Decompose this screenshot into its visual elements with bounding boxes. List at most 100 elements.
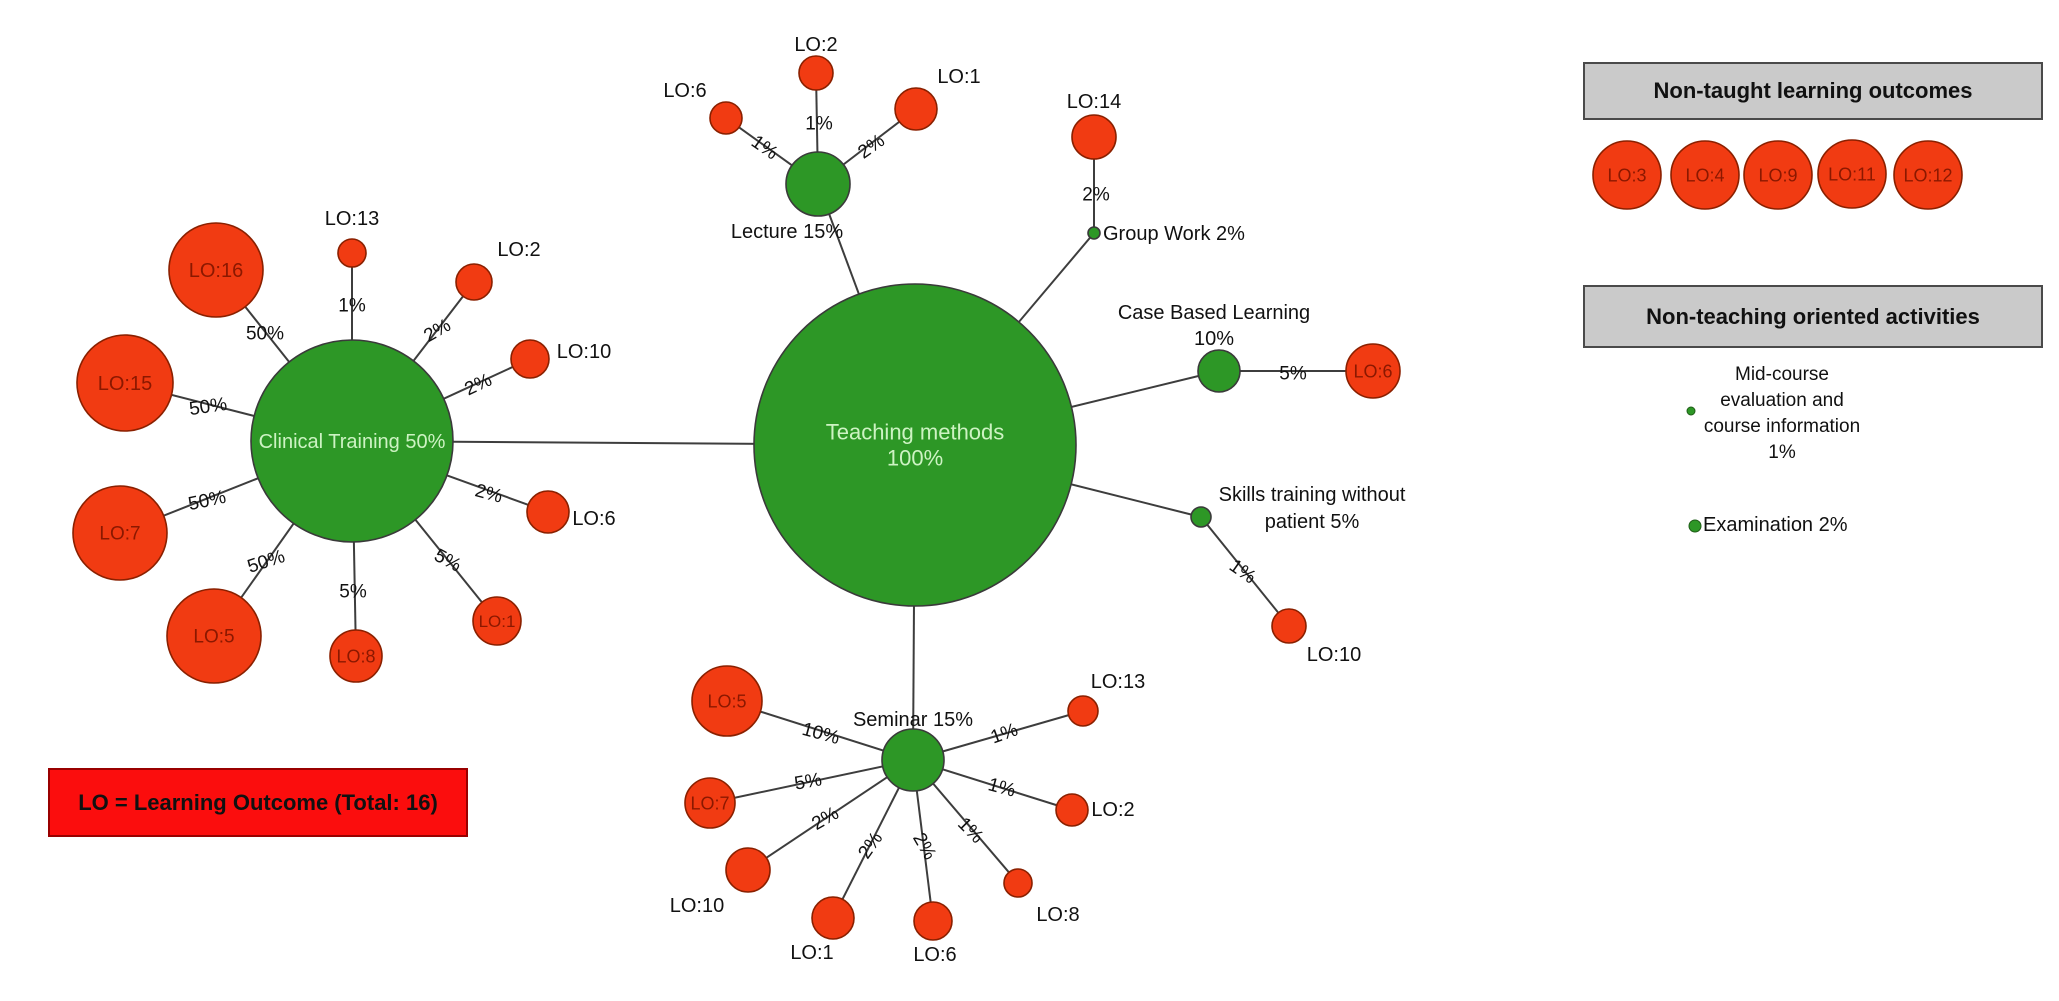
node-case [1197,349,1241,393]
node-g-lo14 [1071,114,1117,160]
node-label-se-lo2: LO:2 [1091,799,1134,821]
node-label-g-lo14: LO:14 [1067,91,1121,113]
node-label-l-lo6: LO:6 [663,80,706,102]
node-label-se-lo8: LO:8 [1036,904,1079,926]
node-label-lecture: Lecture 15% [731,221,844,243]
node-c-lo10 [510,339,550,379]
node-label-c-lo2: LO:2 [497,239,540,261]
lo-legend-box: LO = Learning Outcome (Total: 16) [48,768,468,837]
node-c-lo13 [337,238,367,268]
node-nt-lo12 [1893,140,1963,210]
node-label-c-lo5: LO:5 [193,627,234,648]
node-teaching [753,283,1077,607]
non-teaching-activities-header: Non-teaching oriented activities [1583,285,2043,348]
non-taught-outcomes-header: Non-taught learning outcomes [1583,62,2043,120]
edge-label-clinical-c-lo7: 50% [186,487,228,515]
node-c-lo7 [72,485,168,581]
edge-label-clinical-c-lo5: 50% [245,546,288,578]
node-midcourse-dot [1686,406,1696,416]
node-l-lo2 [798,55,834,91]
node-lecture [785,151,851,217]
node-nt-lo4 [1670,140,1740,210]
node-label-se-lo10: LO:10 [670,895,724,917]
edge-label-seminar-se-lo10: 2% [808,803,842,835]
node-label-s-lo10: LO:10 [1307,644,1361,666]
node-label-nt-lo4: LO:4 [1685,165,1724,185]
node-label-se-lo1: LO:1 [790,942,833,964]
node-label-clinical: Clinical Training 50% [259,431,446,453]
node-label-case-line1: Case Based Learning [1118,302,1310,324]
edge-seminar-se-lo10 [747,759,914,871]
edge-label-clinical-c-lo10: 2% [462,370,496,401]
edge-label-seminar-se-lo13: 1% [988,719,1021,748]
edge-skills-s-lo10 [1200,516,1290,627]
node-c-lo16 [168,222,264,318]
node-c-lo5 [166,588,262,684]
node-label-c-lo16: LO:16 [189,260,243,282]
node-cb-lo6 [1345,343,1401,399]
edge-label-clinical-c-lo13: 1% [338,296,366,317]
node-groupwork [1087,226,1101,240]
node-l-lo6 [709,101,743,135]
edge-label-seminar-se-lo1: 2% [854,828,887,863]
node-label-teaching-line2: 100% [887,446,943,471]
node-label-cb-lo6: LO:6 [1353,361,1392,381]
node-label-case-line2: 10% [1194,328,1234,350]
node-clinical [250,339,454,543]
node-s-lo10 [1271,608,1307,644]
edge-label-seminar-se-lo6: 2% [908,829,940,863]
node-se-lo13 [1067,695,1099,727]
node-nt-lo3 [1592,140,1662,210]
node-label-nt-lo11: LO:11 [1828,164,1876,184]
node-label-skills-line2: patient 5% [1265,511,1360,533]
node-se-lo1 [811,896,855,940]
edge-label-lecture-l-lo1: 2% [854,130,889,163]
node-c-lo8 [329,629,383,683]
node-label-c-lo10: LO:10 [557,341,611,363]
node-exam-dot [1688,519,1702,533]
node-label-seminar: Seminar 15% [853,709,973,731]
node-label-se-lo6: LO:6 [913,944,956,966]
node-label-se-lo7: LO:7 [690,793,729,813]
node-label-l-lo2: LO:2 [794,34,837,56]
edge-label-case-cb-lo6: 5% [1279,364,1307,385]
edge-label-clinical-c-lo1: 5% [430,545,464,576]
node-se-lo8 [1003,868,1033,898]
edge-label-clinical-c-lo8: 5% [339,582,367,603]
node-se-lo2 [1055,793,1089,827]
node-label-se-lo13: LO:13 [1091,671,1145,693]
edge-label-lecture-l-lo2: 1% [805,114,833,135]
node-nt-lo9 [1743,140,1813,210]
node-label-c-lo6: LO:6 [572,508,615,530]
edge-label-clinical-c-lo15: 50% [188,394,229,420]
node-c-lo6 [526,490,570,534]
mid-course-evaluation-label: Mid-course evaluation and course informa… [1703,364,1861,463]
edge-label-seminar-se-lo7: 5% [793,769,824,794]
edge-label-clinical-c-lo6: 2% [473,480,505,507]
node-label-l-lo1: LO:1 [937,66,980,88]
node-label-c-lo1: LO:1 [479,612,516,631]
examination-label: Examination 2% [1703,514,1848,536]
edge-label-seminar-se-lo2: 1% [986,774,1018,801]
edge-label-seminar-se-lo5: 10% [800,719,842,749]
node-label-c-lo15: LO:15 [98,373,152,395]
node-label-groupwork: Group Work 2% [1103,223,1245,245]
node-skills [1190,506,1212,528]
node-se-lo6 [913,901,953,941]
node-se-lo7 [684,777,736,829]
node-se-lo10 [725,847,771,893]
node-label-se-lo5: LO:5 [707,691,746,711]
node-label-skills-line1: Skills training without [1219,484,1406,506]
node-c-lo2 [455,263,493,301]
node-se-lo5 [691,665,763,737]
node-nt-lo11 [1817,139,1887,209]
edge-seminar-se-lo7 [709,759,914,804]
node-c-lo1 [472,596,522,646]
node-label-nt-lo12: LO:12 [1903,165,1952,185]
edge-label-groupwork-g-lo14: 2% [1082,185,1110,206]
node-l-lo1 [894,87,938,131]
edge-label-clinical-c-lo16: 50% [246,324,284,345]
node-label-c-lo8: LO:8 [336,646,375,666]
